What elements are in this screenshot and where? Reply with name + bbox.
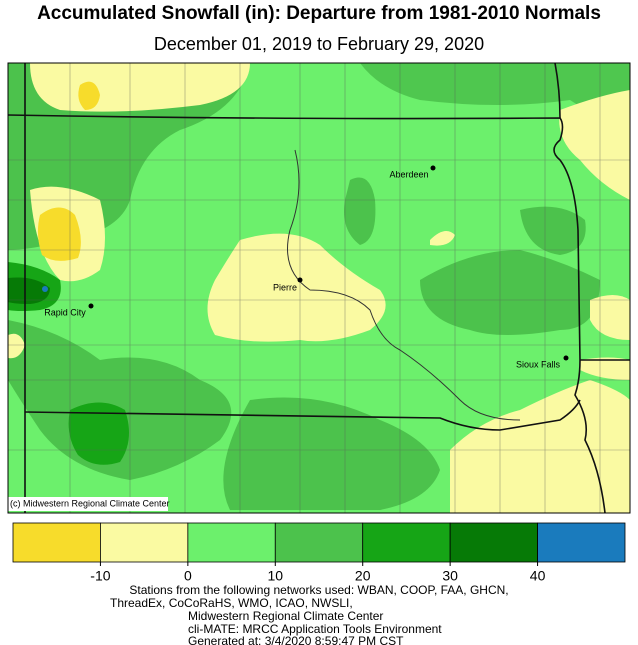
region xyxy=(207,233,386,342)
city-label: Sioux Falls xyxy=(516,359,561,369)
state-border xyxy=(554,63,561,119)
city-dot xyxy=(430,165,436,171)
city-label: Rapid City xyxy=(44,307,86,317)
region xyxy=(430,231,455,246)
legend-swatch xyxy=(12,522,101,563)
region xyxy=(520,206,586,255)
map-frame xyxy=(7,62,631,514)
credit: (c) Midwestern Regional Climate Center xyxy=(10,498,170,508)
legend-tick-label: 30 xyxy=(442,568,458,584)
footer-line: Stations from the following networks use… xyxy=(129,583,508,597)
legend-tick-label: -10 xyxy=(90,568,110,584)
city-dot xyxy=(563,355,569,361)
region xyxy=(223,397,440,510)
legend-tick-label: 0 xyxy=(184,568,192,584)
region xyxy=(559,90,630,200)
legend-tick-label: 20 xyxy=(355,568,371,584)
region xyxy=(580,357,630,380)
subtitle: December 01, 2019 to February 29, 2020 xyxy=(154,34,484,54)
region xyxy=(8,320,232,480)
city-label: Aberdeen xyxy=(389,169,428,179)
river xyxy=(287,149,521,421)
legend-tick-label: 10 xyxy=(267,568,283,584)
credit-box xyxy=(8,497,168,511)
region xyxy=(420,250,600,335)
legend-swatch xyxy=(187,522,276,563)
county-lines xyxy=(8,63,630,513)
state-border xyxy=(8,114,606,513)
region xyxy=(78,81,100,110)
footer-line: cli-MATE: MRCC Application Tools Environ… xyxy=(188,622,442,636)
region xyxy=(344,177,376,245)
legend-swatch xyxy=(100,522,189,563)
footer-line: Midwestern Regional Climate Center xyxy=(188,609,383,623)
region xyxy=(450,380,630,513)
legend-swatch xyxy=(362,522,451,563)
region xyxy=(8,333,25,359)
footer-line: ThreadEx, CoCoRaHS, WMO, ICAO, NWSLI, xyxy=(110,596,353,610)
region xyxy=(8,277,50,304)
legend-tick-label: 40 xyxy=(530,568,546,584)
region xyxy=(42,286,48,292)
map: Aberdeen Pierre Rapid City Sioux Falls (… xyxy=(7,62,631,514)
city-label: Pierre xyxy=(273,282,297,292)
legend-swatch xyxy=(274,522,364,563)
region xyxy=(37,207,81,261)
legend-swatch xyxy=(537,522,626,563)
region xyxy=(8,63,630,130)
state-border xyxy=(24,399,581,431)
footer-line: Generated at: 3/4/2020 8:59:47 PM CST xyxy=(188,634,404,645)
city-dot xyxy=(88,303,94,309)
title: Accumulated Snowfall (in): Departure fro… xyxy=(37,3,601,24)
legend-swatch xyxy=(449,522,538,563)
city-dot xyxy=(297,277,303,283)
legend: -10 0 10 20 30 40 xyxy=(12,522,626,584)
region xyxy=(68,402,129,465)
